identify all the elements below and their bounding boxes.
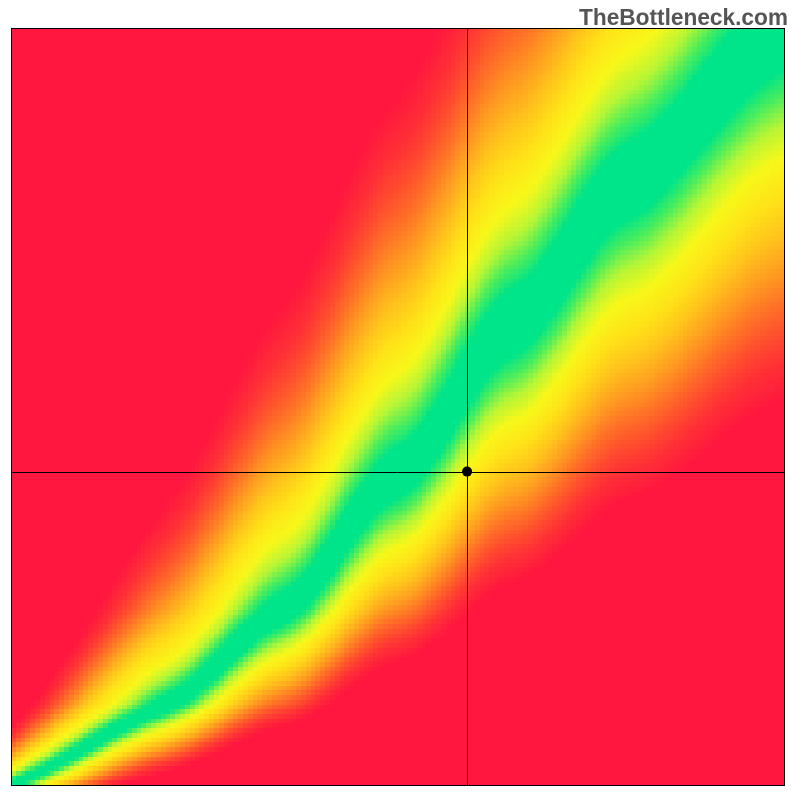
watermark-text: TheBottleneck.com — [579, 4, 788, 31]
chart-container: TheBottleneck.com — [0, 0, 800, 800]
bottleneck-heatmap — [0, 0, 800, 800]
